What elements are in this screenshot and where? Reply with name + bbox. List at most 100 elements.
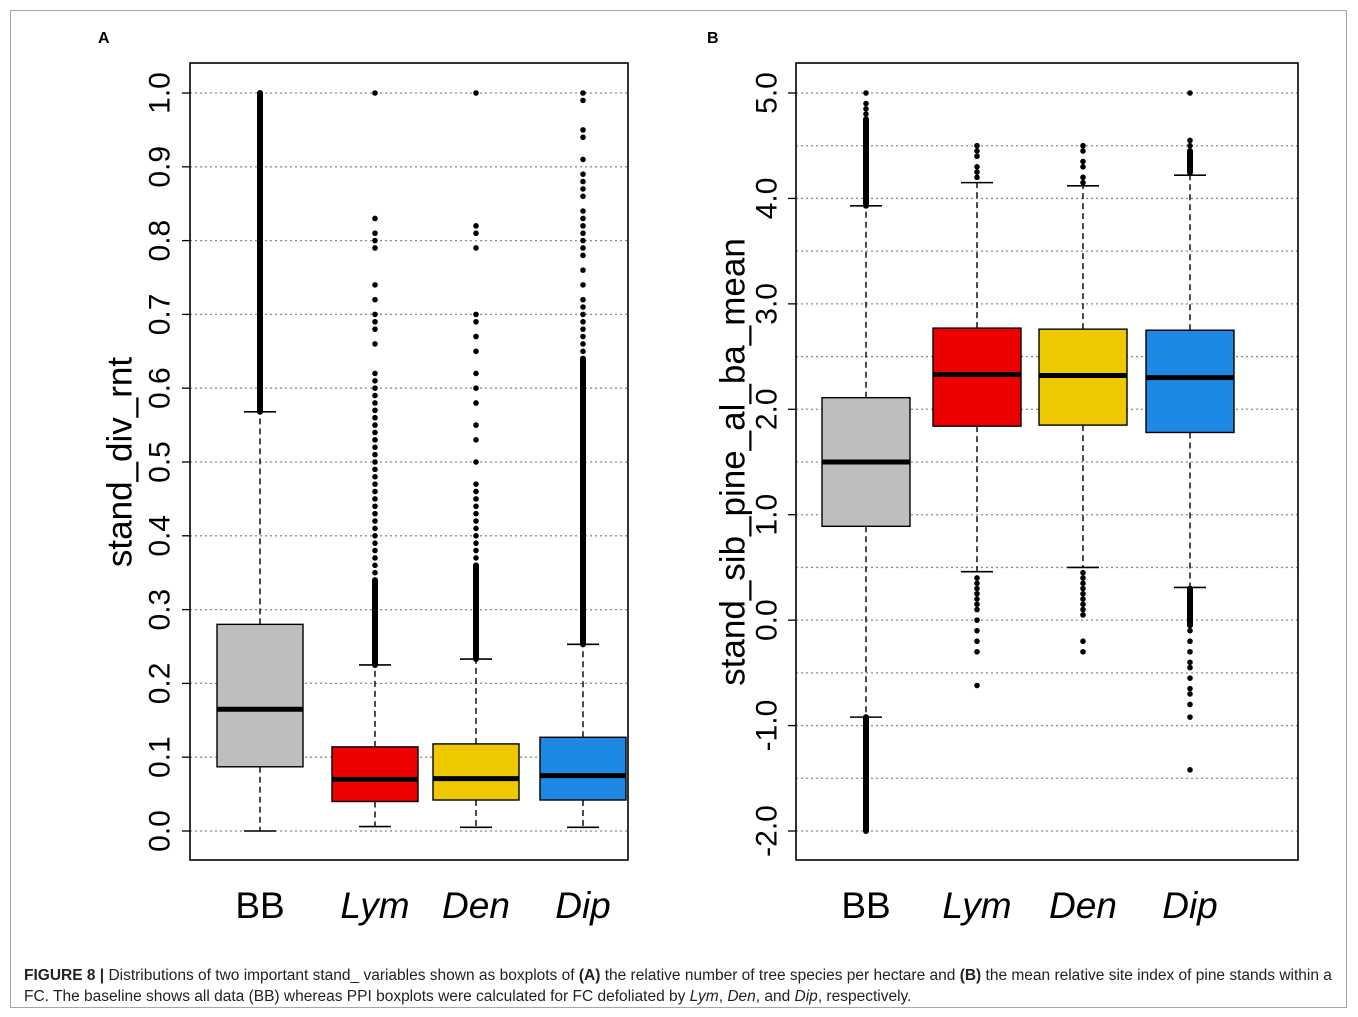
- outlier-point: [580, 318, 586, 325]
- outlier-point: [580, 296, 586, 303]
- outlier-point: [974, 638, 980, 645]
- y-tick-label: 5.0: [751, 72, 784, 114]
- outlier-point: [372, 237, 378, 244]
- outlier-point: [580, 223, 586, 229]
- outlier-point: [372, 400, 378, 406]
- outlier-point: [473, 503, 479, 510]
- outlier-point: [1080, 569, 1086, 576]
- box-iqr: [216, 623, 304, 768]
- outlier-point: [473, 348, 479, 355]
- outlier-point: [580, 333, 586, 340]
- outlier-point: [974, 682, 980, 689]
- outlier-point: [580, 348, 586, 355]
- outlier-point: [1080, 612, 1086, 618]
- outlier-point: [580, 326, 586, 332]
- outlier-point: [974, 606, 980, 613]
- outlier-point: [372, 407, 378, 414]
- outlier-point: [580, 230, 586, 237]
- outlier-point: [580, 208, 586, 214]
- outlier-point: [473, 488, 479, 495]
- outlier-point: [372, 540, 378, 546]
- outlier-point: [473, 459, 479, 465]
- outlier-point: [1187, 664, 1193, 671]
- y-tick-label: 3.0: [751, 283, 784, 325]
- outlier-point: [1080, 638, 1086, 645]
- outlier-point: [580, 193, 586, 200]
- caption-sep1: ,: [718, 988, 728, 1005]
- outlier-point: [473, 230, 479, 237]
- outlier-point: [372, 296, 378, 303]
- y-tick-label: 1.0: [144, 72, 177, 114]
- outlier-point: [974, 153, 980, 160]
- y-tick-label: 0.6: [144, 367, 177, 409]
- caption-sep2: , and: [755, 988, 795, 1005]
- outlier-point: [372, 503, 378, 510]
- caption-lym: Lym: [689, 988, 719, 1005]
- x-category-label: Dip: [555, 885, 611, 926]
- y-tick-label: 0.7: [144, 294, 177, 336]
- box-lym: [932, 142, 1022, 689]
- box-iqr: [539, 736, 627, 801]
- outlier-point: [974, 585, 980, 592]
- outlier-point: [372, 215, 378, 222]
- outlier-point: [974, 580, 980, 587]
- outlier-point: [1080, 596, 1086, 602]
- boxplot-figure: 0.0 0.1 0.2 0.3 0.4 0.5 0.6 0.7 0.8 0.9 1.0 stand_d…: [101, 62, 1299, 926]
- x-category-label: BB: [841, 885, 890, 926]
- outlier-point: [372, 481, 378, 487]
- outlier-point: [1080, 164, 1086, 170]
- panel-a-plot: 0.0 0.1 0.2 0.3 0.4 0.5 0.6 0.7 0.8 0.9 1.0 stand_d…: [101, 62, 629, 926]
- caption-text-pre: Distributions of two important stand_ va…: [104, 967, 579, 984]
- outlier-point: [372, 496, 378, 502]
- outlier-point: [372, 510, 378, 517]
- outlier-point: [1187, 767, 1193, 773]
- outlier-point: [473, 422, 479, 428]
- box-iqr: [331, 746, 419, 803]
- outlier-point: [473, 555, 479, 561]
- outlier-point: [473, 496, 479, 502]
- y-tick-label: 0.2: [144, 663, 177, 705]
- outlier-point: [473, 385, 479, 392]
- outlier-point: [1080, 174, 1086, 181]
- outlier-point: [1187, 701, 1193, 708]
- outlier-point: [974, 648, 980, 655]
- outlier-point: [580, 282, 586, 288]
- outlier-point: [473, 333, 479, 340]
- outlier-point: [580, 156, 586, 163]
- outlier-point: [372, 392, 378, 399]
- outlier-point: [1080, 142, 1086, 149]
- outlier-point: [580, 311, 586, 318]
- outlier-point: [372, 555, 378, 561]
- outlier-point: [1187, 714, 1193, 720]
- outlier-point: [372, 466, 378, 473]
- outlier-point: [372, 414, 378, 421]
- caption-dip: Dip: [794, 988, 818, 1005]
- outlier-point: [372, 90, 378, 96]
- outlier-point: [473, 518, 479, 524]
- box-dip: [539, 90, 627, 829]
- outlier-point: [473, 533, 479, 539]
- outlier-point: [1080, 606, 1086, 613]
- outlier-point: [1080, 575, 1086, 581]
- panel-label-a: A: [98, 30, 110, 47]
- x-category-label: Den: [442, 885, 510, 926]
- outlier-point: [974, 148, 980, 154]
- outlier-point: [372, 429, 378, 436]
- outlier-point: [372, 444, 378, 451]
- outlier-point: [580, 304, 586, 310]
- outlier-point: [974, 596, 980, 602]
- x-category-label: Dip: [1162, 885, 1218, 926]
- outlier-point: [974, 164, 980, 170]
- outlier-point: [372, 230, 378, 237]
- y-tick-label: 0.3: [144, 589, 177, 631]
- outlier-point: [372, 473, 378, 480]
- y-tick-label: -1.0: [751, 700, 784, 752]
- x-category-label: Den: [1049, 885, 1117, 926]
- outlier-point: [974, 601, 980, 608]
- outlier-point: [372, 422, 378, 428]
- outlier-point: [580, 267, 586, 273]
- outlier-point: [1187, 90, 1193, 96]
- outlier-point: [372, 370, 378, 377]
- x-category-label: Lym: [340, 885, 409, 926]
- outlier-point: [580, 178, 586, 185]
